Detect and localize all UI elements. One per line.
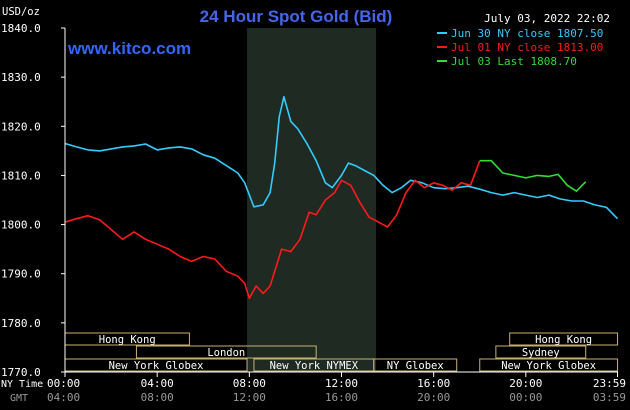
session-box <box>373 358 458 372</box>
y-tick-label: 1810.0 <box>1 169 41 182</box>
series-line <box>64 96 619 220</box>
y-tick-label: 1820.0 <box>1 120 41 133</box>
legend-entry: Jul 03 Last 1808.70 <box>451 55 577 68</box>
legend-entry: Jun 30 NY close 1807.50 <box>451 27 603 40</box>
y-tick-label: 1800.0 <box>1 219 41 232</box>
site-watermark: www.kitco.com <box>67 39 191 58</box>
nymex-session-shade <box>247 28 377 372</box>
chart-title: 24 Hour Spot Gold (Bid) <box>200 7 393 26</box>
gmt-label: GMT <box>10 393 28 404</box>
session-label: Hong Kong <box>535 334 592 346</box>
session-box <box>135 345 317 359</box>
ny-time-label: NY Time <box>1 379 43 390</box>
y-tick-label: 1840.0 <box>1 22 41 35</box>
session-box <box>479 358 619 372</box>
ny-time-tick-label: 20:00 <box>509 377 542 390</box>
session-label: New York Globex <box>109 360 204 372</box>
ny-time-tick-label: 08:00 <box>233 377 266 390</box>
gmt-tick-label: 08:00 <box>141 391 174 404</box>
gmt-tick-label: 12:00 <box>233 391 266 404</box>
chart-date: July 03, 2022 22:02 <box>484 12 610 25</box>
y-axis-unit-label: USD/oz <box>2 6 40 18</box>
session-label: Sydney <box>522 347 560 359</box>
y-tick-label: 1790.0 <box>1 268 41 281</box>
session-box <box>495 345 587 359</box>
session-label: London <box>207 347 245 359</box>
legend-entry: Jul 01 NY close 1813.00 <box>451 41 603 54</box>
session-label: New York Globex <box>501 360 596 372</box>
gmt-tick-label: 04:00 <box>47 391 80 404</box>
gmt-tick-label: 03:59 <box>593 391 626 404</box>
series-line <box>479 159 587 192</box>
ny-time-tick-label: 23:59 <box>593 377 626 390</box>
session-label: New York NYMEX <box>270 360 359 372</box>
x-axis-ticks: 00:0004:0004:0008:0008:0012:0012:0016:00… <box>47 372 626 404</box>
y-tick-label: 1780.0 <box>1 317 41 330</box>
session-box <box>509 332 619 346</box>
ny-time-tick-label: 12:00 <box>325 377 358 390</box>
ny-time-tick-label: 16:00 <box>417 377 450 390</box>
ny-time-tick-label: 04:00 <box>141 377 174 390</box>
session-label: Hong Kong <box>99 334 156 346</box>
ny-time-tick-label: 00:00 <box>47 377 80 390</box>
series-lines <box>64 96 619 300</box>
series-line <box>64 160 481 300</box>
y-tick-label: 1770.0 <box>1 366 41 379</box>
y-tick-label: 1830.0 <box>1 71 41 84</box>
y-axis-ticks: 1840.0 1830.0 1820.0 1810.0 1800.0 1790.0 1780… <box>1 22 65 379</box>
gmt-tick-label: 20:00 <box>417 391 450 404</box>
gmt-tick-label: 00:00 <box>509 391 542 404</box>
session-label: NY Globex <box>387 360 444 372</box>
gmt-tick-label: 16:00 <box>325 391 358 404</box>
